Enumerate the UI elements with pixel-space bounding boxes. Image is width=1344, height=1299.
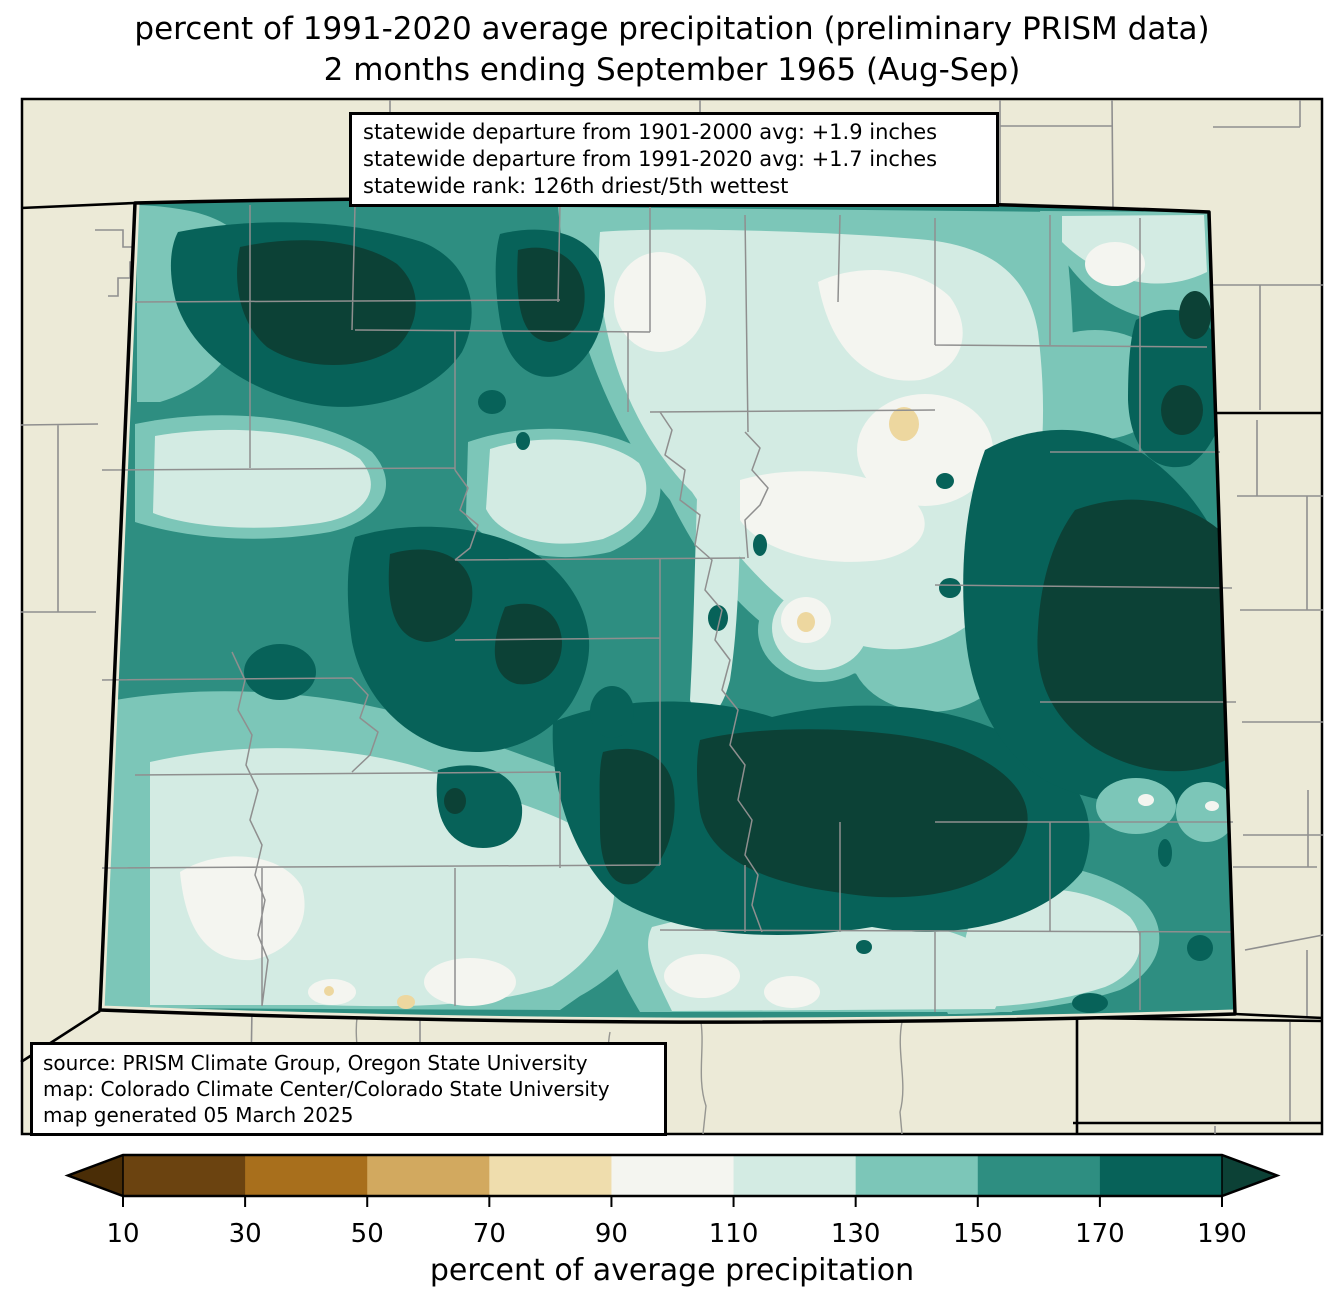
contour-region bbox=[856, 940, 872, 954]
contour-region bbox=[1161, 385, 1203, 435]
stat-line-3: statewide rank: 126th driest/5th wettest bbox=[363, 174, 789, 198]
contour-region bbox=[1096, 778, 1176, 834]
colorbar-tick-label: 10 bbox=[106, 1219, 139, 1249]
source-line-2: map: Colorado Climate Center/Colorado St… bbox=[43, 1077, 610, 1101]
contour-region bbox=[648, 910, 1002, 1011]
source-line-3: map generated 05 March 2025 bbox=[43, 1103, 354, 1127]
contour-region bbox=[708, 605, 728, 631]
contour-region bbox=[1138, 794, 1154, 806]
contour-region bbox=[1176, 782, 1235, 842]
contour-region bbox=[818, 270, 963, 381]
stat-line-1: statewide departure from 1901-2000 avg: … bbox=[363, 120, 938, 144]
colorbar-tick-label: 110 bbox=[709, 1219, 759, 1249]
contour-region bbox=[478, 390, 506, 414]
title-line-2: 2 months ending September 1965 (Aug-Sep) bbox=[323, 52, 1021, 88]
colorbar-segment bbox=[1099, 1155, 1223, 1196]
contour-region bbox=[740, 471, 925, 562]
colorbar-tick-label: 70 bbox=[473, 1219, 506, 1249]
colorbar-tick-label: 190 bbox=[1197, 1219, 1247, 1249]
map-title: percent of 1991-2020 average precipitati… bbox=[0, 9, 1344, 91]
source-box: source: PRISM Climate Group, Oregon Stat… bbox=[30, 1042, 667, 1136]
contour-region bbox=[590, 686, 634, 738]
colorbar-segment bbox=[977, 1155, 1101, 1196]
colorbar-left-arrow bbox=[68, 1155, 123, 1196]
colorbar-tick-label: 90 bbox=[595, 1219, 628, 1249]
contour-region bbox=[324, 986, 334, 996]
statistics-box: statewide departure from 1901-2000 avg: … bbox=[349, 112, 999, 207]
neighbor-state-lines bbox=[20, 201, 1324, 1134]
contour-region bbox=[889, 407, 919, 441]
contour-region bbox=[599, 748, 675, 885]
colorbar-tick-label: 130 bbox=[831, 1219, 881, 1249]
contour-region bbox=[1085, 242, 1145, 286]
contour-region bbox=[764, 976, 820, 1008]
contour-region bbox=[237, 240, 416, 366]
source-line-1: source: PRISM Climate Group, Oregon Stat… bbox=[43, 1051, 588, 1075]
colorbar-tick-label: 170 bbox=[1075, 1219, 1125, 1249]
contour-region bbox=[486, 439, 647, 544]
contour-region bbox=[664, 954, 740, 998]
contour-region bbox=[153, 429, 371, 528]
contour-region bbox=[494, 603, 562, 685]
colorbar-caption: percent of average precipitation bbox=[430, 1253, 914, 1288]
contour-region bbox=[244, 644, 316, 700]
colorbar-segment bbox=[123, 1155, 246, 1196]
contour-region bbox=[690, 430, 745, 718]
contour-region bbox=[1158, 839, 1172, 867]
contour-region bbox=[1037, 499, 1235, 772]
colorbar-right-arrow bbox=[1222, 1155, 1277, 1196]
contour-region bbox=[424, 958, 516, 1006]
colorbar-tick-label: 50 bbox=[351, 1219, 384, 1249]
contour-region bbox=[444, 788, 466, 814]
stat-line-2: statewide departure from 1991-2020 avg: … bbox=[363, 147, 938, 171]
colorbar-tick-label: 150 bbox=[953, 1219, 1003, 1249]
colorbar-segment bbox=[489, 1155, 613, 1196]
contour-region bbox=[436, 765, 523, 848]
contour-region bbox=[614, 252, 706, 352]
contour-region bbox=[1072, 993, 1108, 1013]
contour-region bbox=[388, 549, 473, 642]
contour-region bbox=[797, 612, 815, 632]
contour-region bbox=[180, 856, 305, 961]
contour-region bbox=[516, 432, 530, 450]
colorbar-segment bbox=[733, 1155, 857, 1196]
contour-region bbox=[1179, 291, 1211, 339]
contour-region bbox=[753, 534, 767, 556]
colorado-contour-fill bbox=[100, 198, 1235, 1023]
contour-region bbox=[697, 729, 1028, 898]
contour-region bbox=[1205, 801, 1219, 811]
colorbar-segment bbox=[611, 1155, 735, 1196]
colorbar: 10 30 50 70 90 110 130 150 170 190 bbox=[64, 1153, 1281, 1249]
contour-region bbox=[1187, 935, 1213, 961]
contour-region bbox=[939, 578, 961, 598]
contour-region bbox=[936, 473, 954, 489]
colorbar-segment bbox=[245, 1155, 368, 1196]
colorbar-tick-label: 30 bbox=[229, 1219, 262, 1249]
colorbar-segment bbox=[367, 1155, 490, 1196]
title-line-1: percent of 1991-2020 average precipitati… bbox=[134, 11, 1210, 47]
contour-region bbox=[517, 247, 585, 342]
colorbar-segment bbox=[855, 1155, 979, 1196]
contour-region bbox=[397, 995, 415, 1009]
colorado-county-lines bbox=[101, 204, 1236, 1012]
